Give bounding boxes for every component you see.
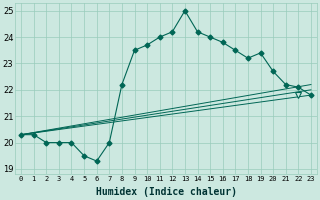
X-axis label: Humidex (Indice chaleur): Humidex (Indice chaleur) [95, 187, 236, 197]
